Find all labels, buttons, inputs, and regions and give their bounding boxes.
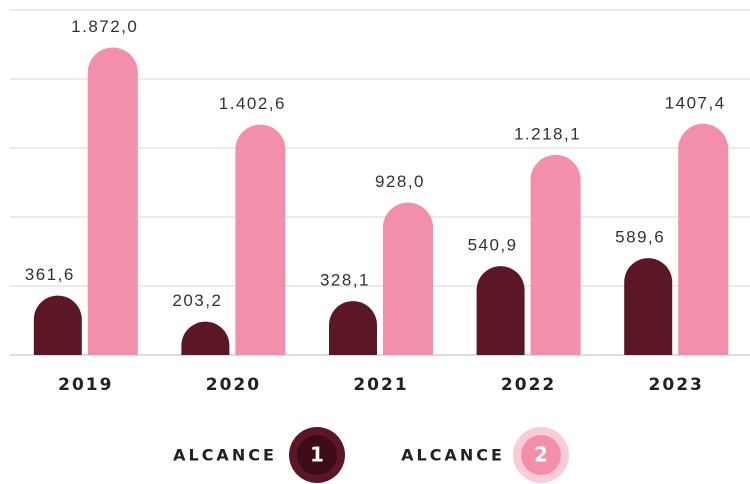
bar [530, 154, 581, 355]
value-label: 1.402,6 [219, 94, 286, 113]
legend-label: ALCANCE [401, 446, 505, 465]
value-label: 589,6 [615, 228, 665, 247]
bar [329, 301, 377, 355]
bar [181, 321, 230, 355]
x-tick-label: 2021 [353, 375, 408, 395]
bar [476, 266, 525, 355]
legend-badge-text: 2 [534, 443, 548, 467]
bar [235, 124, 286, 355]
bar [33, 295, 82, 355]
bar [678, 123, 729, 356]
value-label: 203,2 [172, 291, 222, 310]
x-tick-label: 2022 [501, 375, 556, 395]
x-tick-label: 2023 [649, 375, 704, 395]
x-tick-label: 2020 [206, 375, 261, 395]
value-label: 1407,4 [665, 93, 726, 112]
value-label: 1.872,0 [71, 17, 138, 36]
value-label: 1.218,1 [514, 124, 581, 143]
bar [624, 258, 673, 355]
value-label: 328,1 [320, 271, 370, 290]
legend-badge-inner [521, 435, 561, 475]
value-label: 361,6 [25, 265, 75, 284]
bar [383, 202, 433, 355]
x-tick-label: 2019 [58, 375, 113, 395]
legend-badge-inner [297, 435, 337, 475]
value-label: 928,0 [375, 172, 425, 191]
bar [87, 47, 138, 355]
legend-badge-text: 1 [310, 443, 324, 467]
value-label: 540,9 [468, 236, 518, 255]
legend-label: ALCANCE [173, 446, 277, 465]
